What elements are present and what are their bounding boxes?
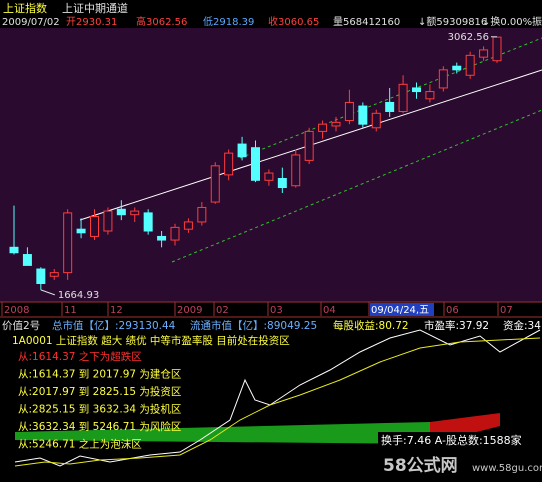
candle-body xyxy=(438,69,448,89)
candle-body xyxy=(264,172,274,181)
quote-amplitude: 振 xyxy=(532,15,542,28)
quote-volume: 量568412160 xyxy=(333,16,400,28)
candle-body xyxy=(291,154,301,187)
panel-header: 市盈率:37.92 xyxy=(424,319,489,332)
candle-body xyxy=(197,206,207,223)
channel-lower xyxy=(171,109,542,263)
candle-body xyxy=(9,246,19,254)
zone: 从:1614.37 之下为超跌区 xyxy=(18,350,142,363)
quote-open: 开2930.31 xyxy=(66,17,117,28)
price-panel xyxy=(0,28,542,302)
watermark-url: www.58gu.com xyxy=(472,463,542,474)
candle-body xyxy=(251,147,260,181)
zone: 从:3632.34 到 5246.71 为风险区 xyxy=(18,420,181,433)
zone: 从:5246.71 之上为泡沫区 xyxy=(18,438,142,451)
x-tick-label: 11 xyxy=(64,305,77,316)
min-pointer xyxy=(40,289,56,296)
candle-body xyxy=(143,212,153,232)
quote-high: 高3062.56 xyxy=(136,15,187,28)
candle-body xyxy=(398,83,408,112)
quote-turnover: ↓换0.00% xyxy=(482,15,532,28)
panel-header: 总市值【亿】:293130.44 xyxy=(52,319,176,332)
candle-body xyxy=(210,165,220,203)
panel-header: 每股收益:80.72 xyxy=(333,319,409,332)
quote-close: 收3060.65 xyxy=(268,15,319,28)
candle-body xyxy=(318,123,328,132)
x-tick-label: 2009 xyxy=(177,305,202,316)
x-tick-label: 03 xyxy=(270,305,283,316)
candle-body xyxy=(157,235,167,241)
indicator-line-yellow xyxy=(14,337,541,467)
x-tick-label: 09/04/24,五 xyxy=(371,305,429,316)
candle-body xyxy=(358,105,368,125)
channel-upper xyxy=(239,37,542,159)
candle-body xyxy=(371,112,381,129)
x-highlight xyxy=(370,303,434,316)
candle-body xyxy=(76,228,86,234)
x-tick-label: 12 xyxy=(110,305,123,316)
candle-body xyxy=(224,152,234,176)
title: 上证指数 xyxy=(3,1,47,15)
zone: 从:2825.15 到 3632.34 为投机区 xyxy=(18,403,181,416)
candle-body xyxy=(277,177,287,189)
candle-body xyxy=(412,87,421,93)
candle-body xyxy=(183,221,193,230)
candle-body xyxy=(237,143,247,158)
indicator-name: 上证中期通道 xyxy=(62,1,128,15)
indicator-panel: 价值2号 总市值【亿】:293130.44 流通市值【亿】:89049.25 每股收益… xyxy=(2,319,541,451)
candle-body xyxy=(479,49,489,58)
candle-body xyxy=(116,208,126,216)
candle-body xyxy=(49,272,59,277)
panel-header: 资金:34 xyxy=(503,319,541,332)
panel-header: 价值2号 xyxy=(2,319,40,332)
x-axis: 2008 11 12 2009 02 03 04 09/04/24,五 06 07 xyxy=(1,302,513,316)
turnover-bg xyxy=(378,432,542,450)
candle-body xyxy=(385,101,395,112)
candle-body xyxy=(90,216,99,237)
candle-body xyxy=(22,254,32,266)
quote-low: 低2918.39 xyxy=(203,15,254,28)
zone: 从:1614.37 到 2017.97 为建仓区 xyxy=(18,368,181,381)
candle-body xyxy=(130,210,140,216)
panel-summary: 1A0001 上证指数 超大 绩优 中等市盈率股 目前处在投资区 xyxy=(12,334,290,347)
indicator-line-white xyxy=(14,329,541,467)
panel-header: 流通市值【亿】:89049.25 xyxy=(190,319,317,332)
candle-body xyxy=(425,91,435,100)
candle-body xyxy=(36,268,46,285)
candle-body xyxy=(170,226,180,241)
watermark-brand: 58公式网 xyxy=(383,455,458,476)
x-tick-label: 06 xyxy=(446,305,459,316)
quote-bar: 2009/07/02 开2930.31 高3062.56 低2918.39 收3060.… xyxy=(2,15,542,28)
candle-body xyxy=(103,210,113,232)
quote-amount: ↓额59309816 xyxy=(418,15,487,28)
candle-body xyxy=(344,101,354,122)
candle-body xyxy=(452,65,462,71)
x-tick-label: 2008 xyxy=(4,305,29,316)
candle-body xyxy=(304,130,314,161)
turnover: 换手:7.46 A-股总数:1588家 xyxy=(381,433,522,447)
max-label: 3062.56 xyxy=(448,32,489,43)
candle-body xyxy=(492,36,502,62)
x-tick-label: 02 xyxy=(216,305,229,316)
min-label: 1664.93 xyxy=(58,290,99,301)
green-area xyxy=(15,422,430,444)
zone: 从:2017.97 到 2825.15 为投资区 xyxy=(18,385,181,398)
candles: 3062.56 1664.93 xyxy=(9,32,502,301)
candle-body xyxy=(63,212,73,274)
x-tick-label: 07 xyxy=(500,305,513,316)
x-tick-label: 04 xyxy=(323,305,336,316)
candle-body xyxy=(331,121,341,127)
quote-date: 2009/07/02 xyxy=(2,17,60,28)
candle-body xyxy=(465,54,475,76)
